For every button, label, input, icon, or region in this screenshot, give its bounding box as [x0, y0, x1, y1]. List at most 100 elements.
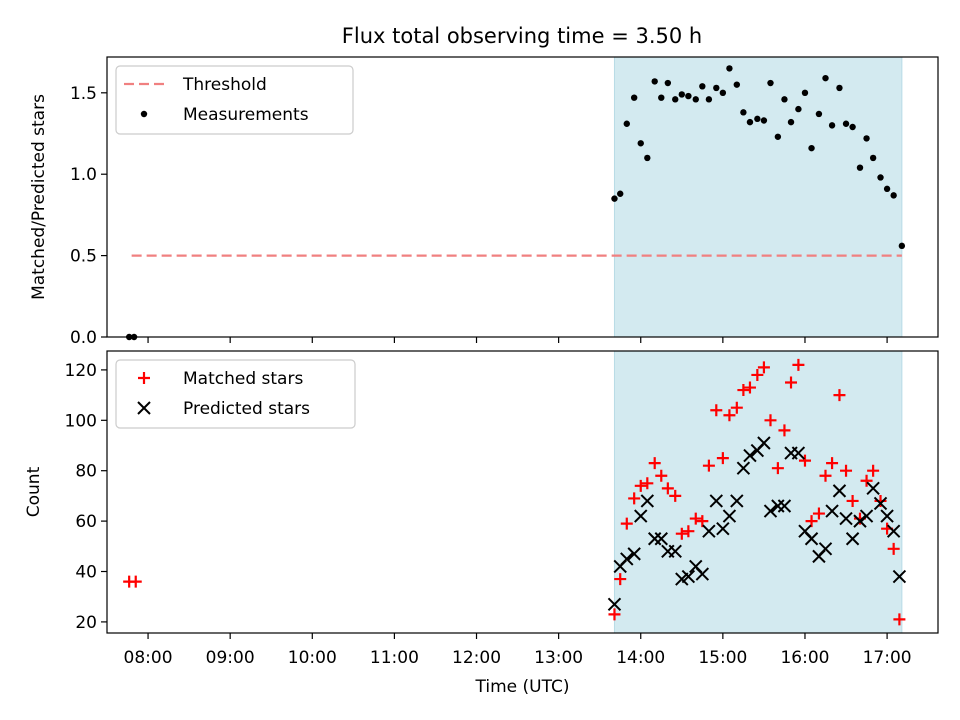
top-observing-window	[613, 56, 903, 338]
predicted-point	[853, 514, 867, 528]
predicted-point	[647, 532, 662, 546]
matched-point	[893, 613, 906, 626]
matched-point	[805, 515, 818, 528]
measurement-point	[685, 92, 692, 100]
matched-point	[860, 474, 873, 487]
measurement-point	[623, 120, 630, 127]
predicted-point	[825, 504, 839, 518]
measurement-point	[651, 78, 658, 85]
predicted-point	[804, 532, 819, 546]
matched-point	[608, 608, 621, 621]
top-ytick-label: 1.5	[70, 84, 97, 104]
bottom-legend: Matched stars Predicted stars	[115, 359, 356, 429]
xtick-label: 12:00	[452, 648, 501, 668]
predicted-point	[640, 494, 655, 508]
top-panel: 0.0 0.5 1.0 1.5 Matched/Predicted stars Thres…	[29, 56, 939, 348]
predicted-point	[695, 567, 710, 581]
xtick-label: 11:00	[370, 648, 419, 668]
matched-point	[675, 527, 688, 540]
bottom-series-matched-stars	[123, 358, 906, 626]
matched-point	[833, 389, 846, 402]
xtick-label: 10:00	[288, 648, 337, 668]
predicted-point	[722, 509, 737, 523]
measurement-point	[781, 96, 788, 103]
top-legend-box	[115, 65, 354, 135]
predicted-point	[607, 597, 622, 611]
measurement-point	[856, 164, 864, 171]
measurement-point	[617, 190, 624, 197]
measurement-point	[705, 96, 713, 103]
xtick-label: 13:00	[534, 648, 583, 668]
matched-point	[614, 573, 627, 586]
top-legend-label: Threshold	[182, 75, 267, 95]
predicted-point	[709, 494, 723, 508]
predicted-point	[654, 532, 668, 546]
measurement-point	[611, 195, 618, 202]
bottom-axes-frame	[106, 350, 939, 634]
measurement-point	[754, 115, 761, 123]
matched-point	[661, 482, 674, 495]
measurement-point	[883, 185, 891, 193]
matched-point	[867, 464, 880, 477]
predicted-point	[668, 544, 682, 559]
predicted-point	[743, 448, 757, 463]
matched-point	[620, 517, 633, 530]
top-ytick-label: 0.5	[70, 247, 97, 267]
predicted-point	[763, 504, 778, 518]
matched-point	[757, 361, 770, 374]
legend-predicted-swatch	[137, 401, 151, 415]
xtick-label: 09:00	[206, 648, 255, 668]
matched-point	[737, 384, 750, 397]
measurement-point	[795, 105, 802, 113]
measurement-point	[713, 84, 720, 92]
measurement-point	[699, 83, 706, 90]
measurement-point	[863, 135, 870, 142]
matched-point	[792, 358, 805, 371]
matched-point	[655, 469, 668, 482]
matched-point	[887, 542, 900, 555]
top-ytick-label: 1.0	[70, 165, 97, 185]
matched-point	[696, 515, 709, 528]
measurement-point	[822, 74, 829, 82]
matched-point	[874, 494, 887, 507]
xlabel: Time (UTC)	[475, 677, 570, 697]
matched-point	[751, 368, 764, 381]
measurement-point	[869, 154, 877, 162]
matched-point	[819, 469, 832, 482]
matched-point	[846, 494, 859, 507]
bottom-observing-window	[613, 350, 903, 634]
top-ytick-label: 0.0	[70, 328, 97, 348]
matched-point	[723, 409, 736, 422]
matched-point	[702, 459, 715, 472]
predicted-point	[859, 509, 874, 523]
bottom-ytick-label: 80	[75, 462, 97, 482]
xtick-label: 15:00	[698, 648, 747, 668]
measurement-point	[842, 120, 850, 127]
matched-point	[778, 424, 791, 437]
matched-point	[628, 492, 641, 505]
measurement-point	[801, 89, 809, 97]
matched-point	[798, 454, 811, 467]
bottom-panel: 20 40 60 80 100 120 Count 08:00 09:00 10:00 11:00 1…	[24, 350, 939, 697]
xtick-label: 16:00	[780, 648, 829, 668]
bottom-ytick-label: 120	[65, 361, 97, 381]
predicted-point	[702, 524, 716, 538]
bottom-legend-label: Matched stars	[183, 369, 303, 389]
bottom-ytick-label: 100	[65, 411, 97, 431]
predicted-point	[771, 499, 785, 513]
bottom-series-predicted-stars	[607, 436, 907, 611]
measurement-point	[760, 117, 768, 124]
measurement-point	[719, 89, 727, 97]
matched-point	[641, 477, 654, 490]
predicted-point	[866, 481, 880, 496]
measurement-point	[637, 140, 644, 147]
measurement-point	[630, 94, 638, 101]
predicted-point	[791, 446, 806, 460]
predicted-point	[634, 509, 648, 523]
matched-point	[764, 414, 777, 427]
matched-point	[785, 376, 798, 389]
measurement-point	[849, 123, 856, 131]
predicted-point	[873, 496, 888, 511]
matched-point	[771, 462, 784, 475]
